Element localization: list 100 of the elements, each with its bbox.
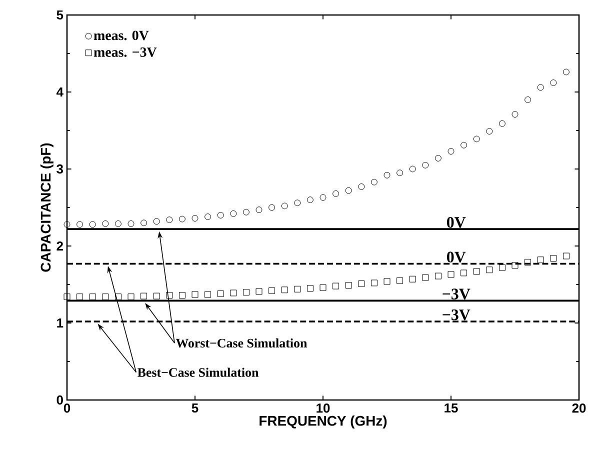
point [486, 128, 493, 135]
x-tick-label: 5 [192, 404, 198, 413]
ref-line-label: 0V [446, 252, 466, 263]
point [498, 264, 506, 271]
annotation: Best−Case Simulation [138, 368, 259, 377]
point [192, 215, 198, 222]
point [268, 204, 276, 211]
point [114, 220, 122, 227]
point [460, 270, 468, 276]
point [294, 200, 301, 206]
point [550, 80, 557, 86]
point [76, 294, 84, 300]
point [178, 216, 186, 222]
x-axis-title: FREQUENCY (GHz) [260, 416, 387, 429]
y-tick-label: 1 [57, 318, 64, 328]
point [178, 292, 186, 299]
point [128, 294, 134, 300]
point [192, 291, 198, 298]
point [256, 206, 262, 214]
point [550, 255, 557, 262]
point [434, 272, 442, 280]
point [281, 286, 288, 294]
point [306, 285, 314, 292]
point [268, 287, 276, 294]
point [204, 291, 212, 298]
x-tick-label: 10 [316, 404, 330, 413]
y-tick-label: 3 [56, 164, 64, 174]
point [217, 290, 224, 297]
point [306, 196, 314, 204]
point [76, 221, 84, 228]
annotation: Worst−Case Simulation [176, 338, 308, 348]
y-tick-label: 4 [56, 88, 64, 96]
ref-line-label: 0V [446, 217, 466, 228]
point [473, 268, 480, 275]
point [256, 288, 262, 295]
point [294, 286, 301, 292]
point [358, 183, 365, 190]
point [166, 292, 173, 299]
point [102, 220, 109, 227]
point [217, 212, 224, 218]
x-tick-label: 0 [64, 404, 70, 413]
x-tick-label: 20 [572, 404, 586, 413]
point [332, 190, 340, 197]
ref-line-label: −3V [442, 288, 470, 300]
point [473, 136, 480, 142]
point [422, 162, 429, 168]
point [153, 218, 160, 225]
y-tick-label: 2 [56, 241, 63, 251]
point [230, 210, 237, 217]
point [320, 284, 326, 291]
point [281, 202, 288, 210]
point [562, 68, 570, 76]
point [128, 220, 134, 227]
point [562, 252, 570, 260]
point [384, 172, 390, 178]
point [242, 288, 250, 296]
point [409, 166, 416, 172]
legend-label: meas. 0V [94, 30, 149, 40]
point [486, 266, 493, 274]
point [396, 170, 404, 176]
point [153, 292, 160, 300]
point [64, 221, 70, 228]
y-tick-label: 5 [56, 10, 64, 20]
point [396, 277, 404, 284]
point [102, 294, 109, 300]
point [512, 262, 518, 268]
point [345, 187, 352, 194]
point [448, 148, 454, 155]
ref-line-label: −3V [442, 309, 470, 320]
point [140, 220, 148, 226]
point [537, 84, 544, 91]
point [512, 111, 518, 118]
point [230, 290, 237, 296]
point [332, 282, 340, 290]
point [448, 271, 454, 278]
point [409, 276, 416, 282]
point [140, 292, 148, 300]
point [89, 294, 96, 300]
point [64, 294, 70, 300]
point [537, 256, 544, 264]
y-tick-label: 0 [56, 395, 63, 405]
point [242, 208, 250, 216]
point [384, 278, 390, 285]
point [422, 274, 429, 281]
point [114, 294, 122, 300]
point [434, 154, 442, 162]
point [89, 221, 96, 228]
point [345, 282, 352, 289]
point [524, 258, 532, 266]
legend-label: meas. −3V [94, 47, 157, 57]
point [524, 96, 532, 103]
point [498, 120, 506, 127]
point [320, 194, 326, 201]
x-tick-label: 15 [444, 404, 458, 413]
point [370, 178, 378, 186]
y-axis-title: CAPACITANCE (pF) [40, 143, 54, 272]
point [204, 214, 212, 220]
point [460, 142, 468, 148]
point [358, 280, 365, 287]
point [370, 280, 378, 286]
